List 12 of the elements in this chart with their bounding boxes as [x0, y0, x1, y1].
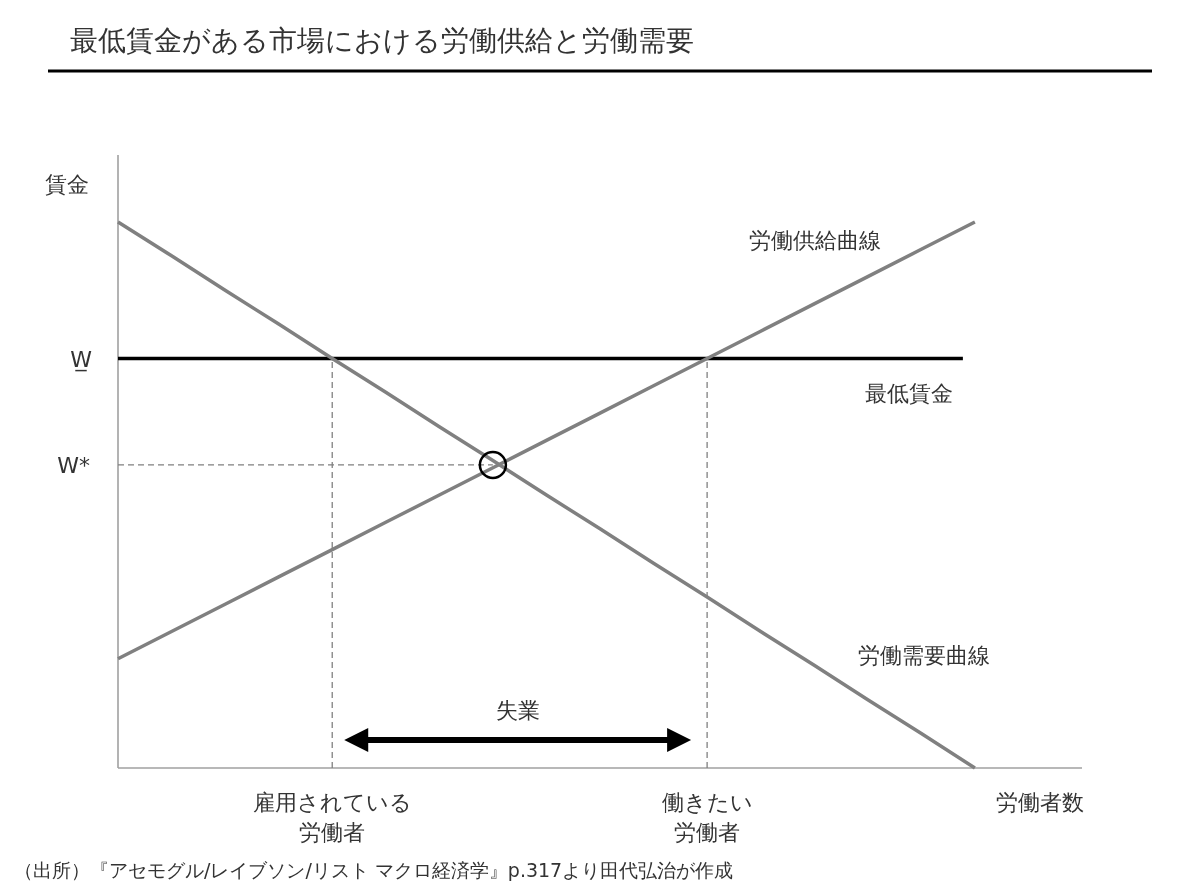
x-tick-label: 雇用されている労働者: [252, 790, 412, 845]
x-axis-title: 労働者数: [996, 790, 1084, 815]
x-tick-label: 働きたい労働者: [661, 790, 753, 845]
annotation: 失業: [495, 698, 540, 723]
series-label: 労働需要曲線: [858, 643, 990, 668]
ref-line-label: 最低賃金: [864, 380, 953, 406]
chart-title: 最低賃金がある市場における労働供給と労働需要: [70, 24, 694, 57]
text: W̲: [70, 346, 93, 373]
series-label: W*: [57, 452, 90, 478]
y-axis-title: 賃金: [45, 172, 89, 197]
series-label: 労働供給曲線: [749, 228, 881, 253]
text: （出所）『アセモグル/レイブソン/リスト マクロ経済学』p.317より田代弘治が作成: [14, 859, 734, 881]
